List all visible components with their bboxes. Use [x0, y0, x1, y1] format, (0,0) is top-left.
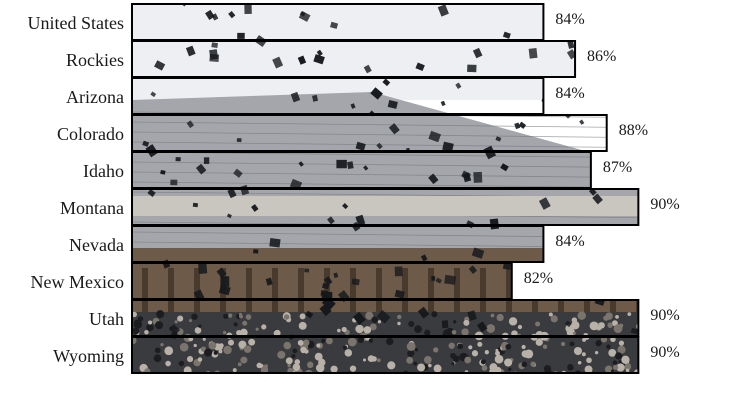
value-label: 90%	[650, 344, 679, 361]
category-label: Idaho	[83, 161, 124, 181]
value-label: 84%	[555, 11, 584, 28]
category-label: Colorado	[57, 124, 124, 144]
value-label: 90%	[650, 307, 679, 324]
value-label: 87%	[603, 159, 632, 176]
value-labels: 84% 86% 84% 88% 87% 90% 84% 82% 90% 90%	[524, 11, 680, 361]
category-label: New Mexico	[31, 272, 124, 292]
photo-texture	[132, 4, 639, 373]
bar-wyoming	[131, 336, 640, 374]
value-label: 86%	[587, 48, 616, 65]
value-label: 84%	[555, 85, 584, 102]
bar-outlines	[131, 3, 640, 374]
value-label: 90%	[650, 196, 679, 213]
category-label: Arizona	[66, 87, 124, 107]
category-labels: United States Rockies Arizona Colorado Idaho…	[28, 13, 125, 366]
category-label: Nevada	[69, 235, 124, 255]
value-label: 88%	[619, 122, 648, 139]
value-label: 82%	[524, 270, 553, 287]
category-label: Utah	[89, 309, 124, 329]
category-label: Wyoming	[53, 346, 124, 366]
value-label: 84%	[555, 233, 584, 250]
category-label: Montana	[60, 198, 124, 218]
category-label: Rockies	[66, 50, 124, 70]
category-label: United States	[28, 13, 125, 33]
